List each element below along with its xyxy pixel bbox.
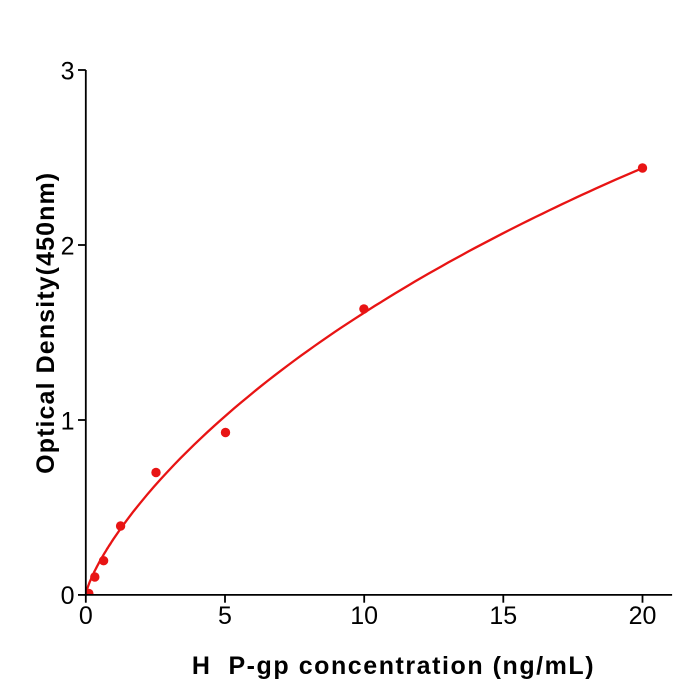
- svg-text:0: 0: [79, 602, 93, 630]
- svg-text:Optical Density(450nm): Optical Density(450nm): [32, 172, 60, 474]
- svg-text:3: 3: [61, 57, 75, 85]
- svg-text:15: 15: [489, 602, 517, 630]
- svg-text:10: 10: [350, 602, 378, 630]
- svg-text:H P-gp concentration (ng/mL): H P-gp concentration (ng/mL): [192, 652, 595, 680]
- svg-text:5: 5: [218, 602, 232, 630]
- svg-text:1: 1: [61, 407, 75, 435]
- svg-text:0: 0: [61, 582, 75, 610]
- svg-text:2: 2: [61, 232, 75, 260]
- svg-text:20: 20: [629, 602, 657, 630]
